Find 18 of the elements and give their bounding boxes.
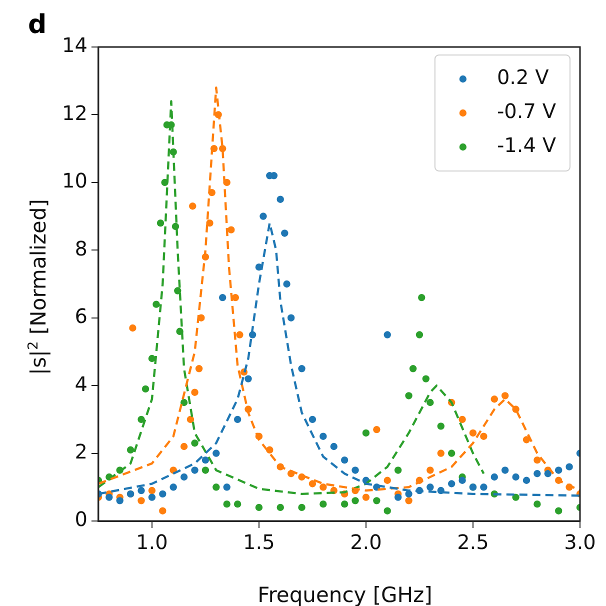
x-tick-label: 2.5 [457, 530, 489, 554]
x-tick-label: 2.0 [350, 530, 382, 554]
y-tick-label: 4 [74, 372, 88, 396]
y-tick-label: 12 [62, 100, 88, 125]
y-tick-label: 14 [62, 33, 88, 58]
legend-label: -1.4 V [496, 133, 556, 158]
y-tick-label: 8 [74, 236, 88, 260]
y-tick-label: 10 [62, 168, 88, 193]
y-tick-label: 6 [74, 304, 88, 328]
x-tick-label: 3.0 [564, 530, 596, 554]
x-tick-label: 1.5 [243, 530, 275, 554]
text: d [28, 10, 47, 40]
legend-label: -0.7 V [496, 99, 556, 124]
y-tick-label: 2 [74, 439, 88, 464]
x-tick-label: 1.0 [136, 530, 168, 554]
x-axis-title: Frequency [GHz] [258, 583, 432, 606]
y-tick-label: 0 [74, 507, 88, 532]
legend-label: 0.2 V [496, 65, 550, 90]
